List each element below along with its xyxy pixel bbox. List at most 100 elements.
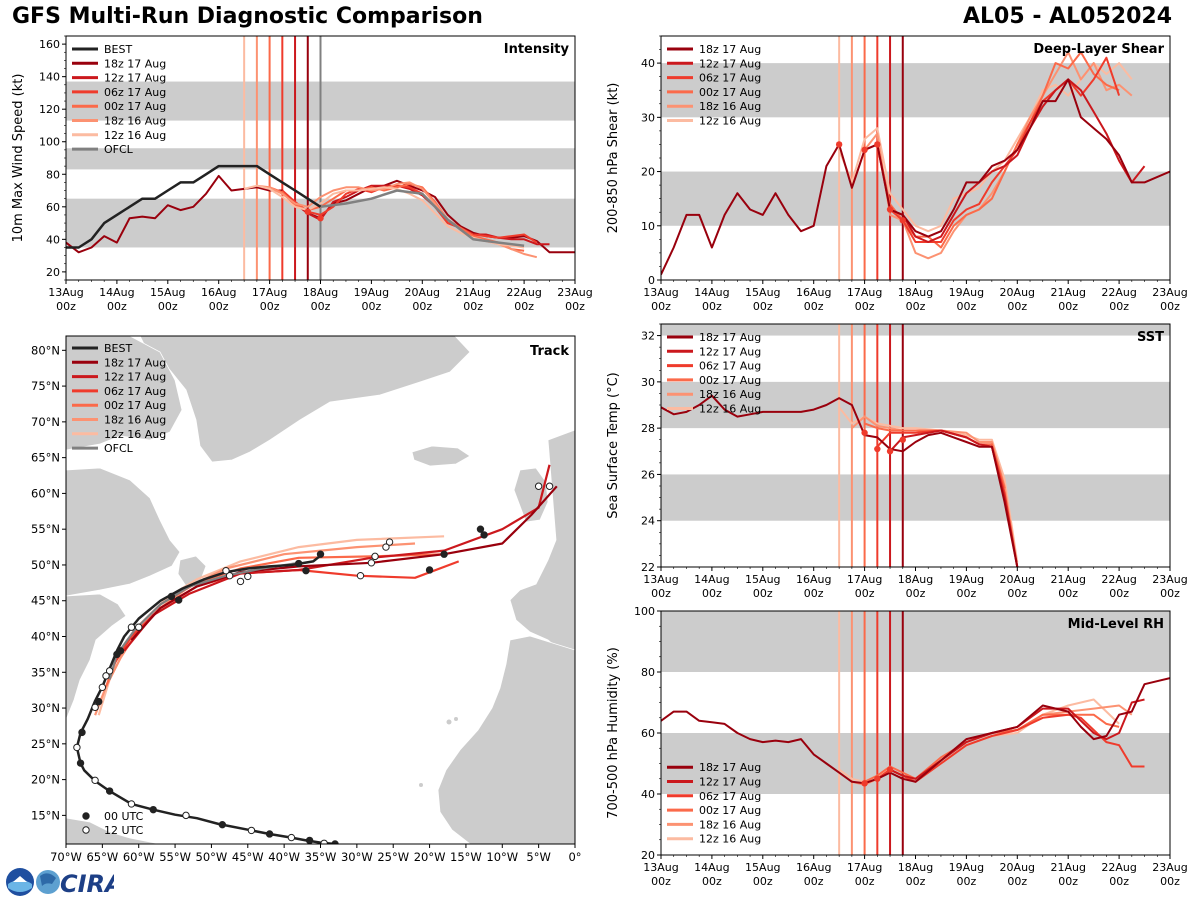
- lat-tick-label: 60°N: [31, 486, 60, 500]
- y-tick-label: 100: [634, 605, 655, 618]
- x-tick-label-date: 17Aug: [847, 573, 882, 586]
- data-point-marker: [899, 217, 906, 224]
- series-line-ofcl: [320, 189, 525, 248]
- x-tick-label-hour: 00z: [514, 300, 534, 313]
- y-axis-label: 700-500 hPa Humidity (%): [606, 647, 621, 819]
- x-tick-label-date: 20Aug: [1000, 861, 1035, 874]
- y-tick-label: 20: [46, 266, 60, 279]
- track-position-marker: [356, 571, 365, 580]
- x-tick-label-date: 18Aug: [898, 861, 933, 874]
- series-line-r06z17: [281, 184, 538, 244]
- legend-label: OFCL: [104, 442, 134, 455]
- legend-label: 06z 17 Aug: [104, 385, 166, 398]
- shaded-band: [661, 474, 1170, 521]
- x-tick-label-date: 23Aug: [557, 286, 592, 299]
- shaded-band: [661, 171, 1170, 226]
- x-tick-label-hour: 00z: [1007, 587, 1027, 600]
- track-position-marker: [78, 728, 86, 737]
- y-tick-label: 120: [39, 103, 60, 116]
- legend-label: 00z 17 Aug: [104, 100, 166, 113]
- y-tick-label: 100: [39, 136, 60, 149]
- lat-tick-label: 40°N: [31, 630, 60, 644]
- panel-title: Track: [530, 344, 569, 359]
- marker-legend-symbol: [82, 826, 90, 834]
- data-point-marker: [886, 448, 894, 455]
- track-position-marker: [320, 839, 328, 844]
- lat-tick-label: 65°N: [31, 451, 60, 465]
- x-tick-label-hour: 00z: [1058, 300, 1078, 313]
- track-position-marker: [480, 531, 488, 539]
- page-title: GFS Multi-Run Diagnostic Comparison: [12, 4, 483, 29]
- x-tick-label-date: 23Aug: [1152, 573, 1187, 586]
- track-position-marker: [98, 683, 107, 692]
- legend-label: 18z 16 Aug: [104, 414, 166, 427]
- lat-tick-label: 35°N: [31, 665, 60, 679]
- x-tick-label-date: 22Aug: [506, 286, 541, 299]
- x-tick-label-date: 14Aug: [694, 861, 729, 874]
- x-tick-label-hour: 00z: [1058, 875, 1078, 888]
- x-tick-label-hour: 00z: [565, 300, 585, 313]
- legend-label: 00z 17 Aug: [104, 399, 166, 412]
- x-tick-label-date: 21Aug: [1050, 861, 1085, 874]
- land-masses: [66, 336, 575, 844]
- intensity-panel: 2040608010012014016013Aug00z14Aug00z15Au…: [11, 35, 593, 313]
- x-tick-label-date: 22Aug: [1101, 573, 1136, 586]
- legend-label: 12z 17 Aug: [104, 371, 166, 384]
- lon-tick-label: 70°W: [50, 850, 82, 864]
- island-landmass: [454, 717, 458, 721]
- track-map-panel: 70°W 65°W 60°W 55°W 50°W 45°W 40°W 35°W 30°W 25°W…: [31, 335, 582, 864]
- x-tick-label-hour: 00z: [1160, 875, 1180, 888]
- plot-area: [66, 36, 575, 280]
- lat-tick-label: 80°N: [31, 343, 60, 357]
- lon-tick-label: 40°W: [268, 850, 300, 864]
- y-axis-label: 200-850 hPa Shear (kt): [606, 83, 621, 234]
- x-tick-label-date: 16Aug: [796, 286, 831, 299]
- track-position-marker: [73, 743, 81, 752]
- track-position-marker: [305, 836, 314, 844]
- x-tick-label-date: 19Aug: [949, 573, 984, 586]
- x-tick-label-hour: 00z: [1109, 300, 1129, 313]
- greenland-landmass: [139, 336, 471, 463]
- track-position-marker: [105, 667, 114, 675]
- legend-label: 18z 17 Aug: [699, 761, 761, 774]
- track-position-marker: [236, 577, 245, 586]
- series-line-r06z17: [876, 56, 1121, 243]
- usa-coast-landmass: [66, 593, 127, 721]
- data-point-marker: [874, 141, 881, 148]
- x-tick-label-date: 19Aug: [949, 861, 984, 874]
- y-tick-label: 140: [39, 71, 60, 84]
- sst-panel: 22242628303213Aug00z14Aug00z15Aug00z16Au…: [606, 323, 1188, 600]
- y-tick-label: 30: [641, 376, 655, 389]
- track-position-marker: [182, 811, 190, 820]
- island-landmass: [446, 719, 452, 725]
- x-tick-label-hour: 00z: [260, 300, 280, 313]
- lat-tick-label: 25°N: [31, 737, 60, 751]
- logo-text: CIRA: [60, 870, 114, 898]
- data-point-marker: [874, 445, 881, 453]
- track-position-marker: [287, 833, 296, 842]
- y-axis-label: 10m Max Wind Speed (kt): [11, 74, 26, 243]
- track-position-marker: [91, 776, 99, 785]
- legend-label: BEST: [104, 43, 132, 56]
- island-landmass: [419, 783, 423, 787]
- europe-landmass: [509, 429, 575, 661]
- lat-tick-label: 45°N: [31, 594, 60, 608]
- x-tick-label-hour: 00z: [651, 875, 671, 888]
- x-tick-label-date: 15Aug: [150, 286, 185, 299]
- x-tick-label-hour: 00z: [702, 300, 722, 313]
- x-tick-label-hour: 00z: [855, 300, 875, 313]
- x-tick-label-hour: 00z: [209, 300, 229, 313]
- baffin-island-landmass: [66, 336, 183, 451]
- y-tick-label: 30: [641, 111, 655, 124]
- x-tick-label-hour: 00z: [1058, 587, 1078, 600]
- track-position-marker: [316, 550, 325, 558]
- africa-landmass: [437, 635, 575, 844]
- x-tick-label-date: 17Aug: [847, 286, 882, 299]
- track-position-marker: [244, 572, 252, 581]
- legend-label: OFCL: [104, 143, 134, 156]
- legend-label: 12z 16 Aug: [699, 403, 761, 416]
- legend-label: 18z 16 Aug: [699, 100, 761, 113]
- x-tick-label-hour: 00z: [1007, 875, 1027, 888]
- rh-panel: 2040608010013Aug00z14Aug00z15Aug00z16Aug…: [606, 605, 1188, 888]
- lon-tick-label: 30°W: [341, 850, 373, 864]
